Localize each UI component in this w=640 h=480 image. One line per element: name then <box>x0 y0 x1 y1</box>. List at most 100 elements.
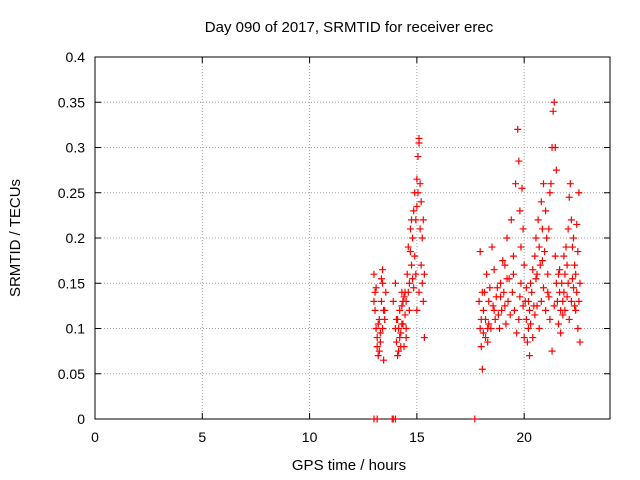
data-point <box>486 284 494 292</box>
data-point <box>515 315 523 323</box>
data-point <box>559 311 567 319</box>
data-point <box>535 325 543 332</box>
data-point <box>526 306 534 314</box>
data-point <box>574 325 582 332</box>
data-point <box>371 288 379 296</box>
data-point <box>373 415 381 423</box>
data-point <box>475 297 483 305</box>
data-point <box>402 297 410 305</box>
y-tick-label: 0.25 <box>58 185 85 201</box>
data-point <box>402 334 410 342</box>
plot-frame <box>94 56 611 420</box>
data-point <box>485 297 493 305</box>
data-point <box>550 302 558 310</box>
data-point <box>531 311 539 319</box>
data-point <box>557 329 565 337</box>
data-point <box>419 216 427 224</box>
data-point <box>568 243 576 251</box>
data-point <box>415 288 423 296</box>
y-tick-label: 0.3 <box>66 140 86 156</box>
data-point <box>402 325 410 332</box>
data-point <box>471 415 479 423</box>
y-tick-label: 0.35 <box>58 94 85 110</box>
data-point <box>415 139 423 147</box>
data-point <box>490 266 498 274</box>
data-point <box>570 234 578 242</box>
data-point <box>389 297 397 305</box>
data-point <box>537 198 545 206</box>
data-point <box>477 315 485 323</box>
data-point <box>513 329 521 337</box>
x-tick-label: 20 <box>516 429 532 445</box>
data-point <box>564 279 572 287</box>
data-point <box>374 320 382 328</box>
data-point <box>561 270 569 278</box>
data-point <box>490 306 498 314</box>
chart-title: Day 090 of 2017, SRMTID for receiver ere… <box>205 19 494 36</box>
data-point <box>501 261 509 269</box>
data-point <box>539 284 547 292</box>
data-point <box>575 189 583 197</box>
data-point <box>534 216 542 224</box>
data-point <box>488 243 496 251</box>
data-point <box>524 297 532 305</box>
data-point <box>563 293 571 301</box>
data-point <box>412 270 420 278</box>
data-point <box>565 315 573 323</box>
data-point <box>539 180 547 188</box>
data-point <box>420 334 428 342</box>
y-tick-label: 0.2 <box>66 230 86 246</box>
data-point <box>370 270 378 278</box>
data-point <box>524 325 532 332</box>
data-point <box>533 270 541 278</box>
tick-labels: 0 0.05 0.1 0.15 0.2 0.25 0.3 0.35 0.4 0 5 10 15 20 <box>58 49 532 445</box>
data-point <box>532 275 540 283</box>
data-point <box>405 306 413 314</box>
data-point <box>538 225 546 233</box>
data-point <box>560 288 568 296</box>
data-point <box>477 343 485 351</box>
data-point <box>575 297 583 305</box>
data-points <box>370 98 584 423</box>
data-point <box>532 234 540 242</box>
data-point <box>528 288 536 296</box>
data-point <box>538 257 546 265</box>
data-point <box>560 252 568 260</box>
y-tick-label: 0 <box>77 411 85 427</box>
data-point <box>519 302 527 310</box>
data-point <box>479 306 487 314</box>
data-point <box>413 306 421 314</box>
data-point <box>498 306 506 314</box>
data-point <box>545 225 553 233</box>
data-point <box>410 207 418 215</box>
data-point <box>482 334 490 342</box>
data-point <box>381 315 389 323</box>
data-point <box>535 243 543 251</box>
data-point <box>546 189 554 197</box>
data-point <box>487 325 495 332</box>
data-point <box>511 306 519 314</box>
data-point <box>396 306 404 314</box>
data-point <box>476 248 484 256</box>
data-point <box>576 279 584 287</box>
data-point <box>493 284 501 292</box>
data-point <box>414 189 422 197</box>
y-tick-label: 0.05 <box>58 366 85 382</box>
data-point <box>566 180 574 188</box>
data-point <box>491 315 499 323</box>
data-point <box>570 284 578 292</box>
data-point <box>551 252 559 260</box>
data-point <box>506 311 514 319</box>
data-point <box>497 293 505 301</box>
data-point <box>495 325 503 332</box>
y-tick-label: 0.15 <box>58 275 85 291</box>
data-point <box>517 279 525 287</box>
data-point <box>409 234 417 242</box>
data-point <box>483 270 491 278</box>
data-point <box>416 180 424 188</box>
data-point <box>400 293 408 301</box>
data-point <box>529 334 537 342</box>
x-tick-label: 10 <box>302 429 318 445</box>
data-point <box>542 207 550 215</box>
